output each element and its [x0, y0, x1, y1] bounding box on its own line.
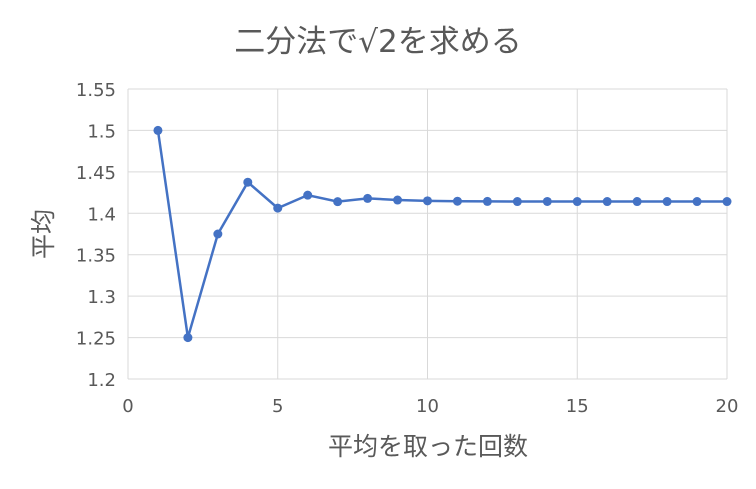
y-tick-label: 1.45	[76, 163, 116, 184]
data-point	[692, 197, 702, 207]
data-point	[572, 197, 582, 207]
data-point	[452, 196, 462, 206]
data-point	[632, 197, 642, 207]
x-tick-label: 15	[566, 396, 589, 417]
data-point	[303, 190, 313, 200]
data-point	[512, 197, 522, 207]
data-point	[213, 229, 223, 239]
series-line	[156, 130, 728, 338]
y-tick-label: 1.35	[76, 246, 116, 267]
gridlines	[127, 88, 728, 380]
data-point	[183, 333, 193, 343]
y-tick-label: 1.25	[76, 329, 116, 350]
y-tick-label: 1.55	[76, 80, 116, 101]
chart-title: 二分法で√2を求める	[234, 24, 521, 60]
y-tick-label: 1.4	[87, 204, 116, 225]
data-point	[153, 125, 163, 135]
data-point	[542, 196, 552, 206]
data-point	[602, 197, 612, 207]
x-axis-label: 平均を取った回数	[328, 432, 528, 461]
x-tick-label: 5	[272, 396, 283, 417]
x-tick-label: 10	[416, 396, 439, 417]
x-tick-label: 0	[122, 396, 133, 417]
data-point	[662, 197, 672, 207]
data-point	[273, 203, 283, 213]
y-tick-label: 1.2	[87, 370, 116, 391]
y-axis-label: 平均	[29, 209, 58, 259]
data-point	[423, 196, 432, 206]
data-point	[243, 177, 253, 187]
y-tick-label: 1.5	[87, 121, 116, 142]
data-point	[722, 197, 732, 207]
series	[153, 125, 732, 343]
tick-labels: 1.2 1.25 1.3 1.35 1.4 1.45 1.5 1.55 0 5 10 15 20	[76, 80, 739, 417]
y-tick-label: 1.3	[87, 287, 116, 308]
data-point	[363, 193, 373, 203]
data-point	[482, 196, 492, 206]
data-point	[333, 197, 343, 207]
data-point	[393, 195, 403, 205]
x-tick-label: 20	[716, 396, 739, 417]
